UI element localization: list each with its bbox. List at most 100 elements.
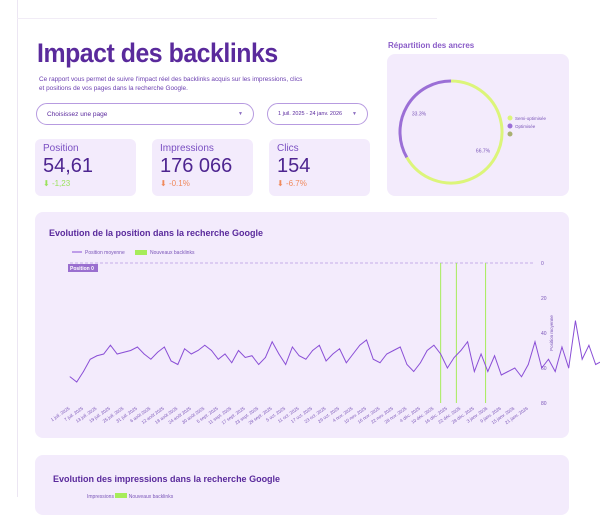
data-point xyxy=(460,350,462,351)
data-point xyxy=(231,362,233,364)
data-point xyxy=(588,344,590,346)
y-tick-label: 80 xyxy=(541,401,547,407)
kpi-label: Position xyxy=(43,143,79,154)
data-point xyxy=(568,367,570,369)
data-point xyxy=(116,353,118,355)
impressions-chart-card xyxy=(35,455,569,515)
kpi-position: Position 54,61 ⬇ -1,23 xyxy=(35,139,136,196)
legend-dot xyxy=(507,115,513,121)
data-point xyxy=(204,344,206,346)
data-point xyxy=(265,357,266,358)
data-point xyxy=(244,357,246,358)
data-point xyxy=(177,364,179,365)
y-axis-label: Position moyenne xyxy=(549,315,554,351)
kpi-value: 54,61 xyxy=(43,155,94,177)
data-point xyxy=(393,350,394,351)
data-point xyxy=(271,341,273,343)
data-point xyxy=(433,344,435,346)
data-point xyxy=(446,367,448,369)
data-point xyxy=(76,381,78,383)
kpi-value: 154 xyxy=(277,155,311,177)
y-tick-label: 40 xyxy=(541,331,547,337)
y-tick-label: 20 xyxy=(541,296,547,302)
donut-title: Répartition des ancres xyxy=(388,41,475,50)
data-point xyxy=(217,358,219,360)
position-chart-title: Evolution de la position dans la recherc… xyxy=(49,228,264,238)
data-point xyxy=(298,355,300,357)
data-point xyxy=(494,355,495,357)
legend-backlinks: Nouveaux backlinks xyxy=(150,250,195,256)
date-range-select[interactable]: 1 juil. 2025 - 24 janv. 2026 ▼ xyxy=(267,103,368,125)
data-point xyxy=(487,371,489,372)
kpi-label: Clics xyxy=(277,143,299,154)
page-description: Ce rapport vous permet de suivre l'impac… xyxy=(39,76,303,92)
data-point xyxy=(83,371,84,372)
chevron-down-icon: ▼ xyxy=(238,111,243,117)
data-point xyxy=(426,350,428,351)
data-point xyxy=(251,355,253,357)
kpi-label: Impressions xyxy=(160,143,214,154)
legend-impressions: Impressions xyxy=(87,494,114,500)
legend-label: Semi-optimisée xyxy=(515,116,547,121)
data-point xyxy=(258,364,260,365)
data-point xyxy=(548,358,549,360)
kpi-delta: ⬇ -6.7% xyxy=(277,179,362,188)
data-point xyxy=(184,348,185,350)
data-point xyxy=(554,371,556,372)
impressions-chart-title: Evolution des impressions dans la recher… xyxy=(53,474,281,484)
data-point xyxy=(211,350,212,351)
kpi-delta: ⬇ -1,23 xyxy=(43,179,128,188)
data-point xyxy=(366,339,367,341)
data-point xyxy=(89,358,91,360)
kpi-impressions: Impressions 176 066 ⬇ -0.1% xyxy=(152,139,253,196)
data-point xyxy=(238,350,239,351)
data-point xyxy=(291,346,293,348)
data-point xyxy=(595,364,597,365)
data-point xyxy=(96,355,98,357)
reference-label-bg xyxy=(68,264,98,272)
legend-dot xyxy=(507,123,513,129)
data-point xyxy=(285,364,287,365)
reference-label: Position 0 xyxy=(70,266,94,272)
legend-backlinks: Nouveaux backlinks xyxy=(128,494,174,500)
data-point xyxy=(325,360,327,362)
data-point xyxy=(163,346,165,348)
page-border xyxy=(17,0,18,497)
data-point xyxy=(379,362,381,364)
data-point xyxy=(399,346,401,348)
data-point xyxy=(136,346,138,348)
data-point xyxy=(345,362,347,364)
data-point xyxy=(170,360,172,362)
data-point xyxy=(312,350,314,351)
legend-swatch xyxy=(115,493,128,498)
data-point xyxy=(406,364,408,365)
page-select[interactable]: Choisissez une page ▼ xyxy=(36,103,254,125)
legend-position: Position moyenne xyxy=(85,250,125,256)
data-point xyxy=(103,353,105,355)
kpi-value: 176 066 xyxy=(160,155,233,177)
data-point xyxy=(143,353,145,355)
data-point xyxy=(318,344,320,346)
date-range-value: 1 juil. 2025 - 24 janv. 2026 xyxy=(278,111,343,117)
data-point xyxy=(278,353,280,355)
y-tick-label: 60 xyxy=(541,366,547,372)
data-point xyxy=(224,353,226,355)
data-point xyxy=(352,353,354,355)
legend-swatch xyxy=(135,250,147,255)
position-line xyxy=(69,320,600,383)
divider xyxy=(17,18,437,19)
data-point xyxy=(123,351,125,353)
data-point xyxy=(359,344,361,346)
data-point xyxy=(332,353,334,355)
slice-label: 33.3% xyxy=(412,111,427,117)
chevron-down-icon: ▼ xyxy=(352,111,357,117)
kpi-delta: ⬇ -0.1% xyxy=(160,179,245,188)
data-point xyxy=(507,371,509,372)
y-tick-label: 0 xyxy=(541,261,544,267)
data-point xyxy=(197,350,199,351)
data-point xyxy=(561,346,563,348)
data-point xyxy=(521,376,522,378)
data-point xyxy=(500,374,502,376)
donut-chart: 66.7% 33.3% Semi-optimisée Optimisée xyxy=(398,79,547,185)
data-point xyxy=(527,364,529,365)
